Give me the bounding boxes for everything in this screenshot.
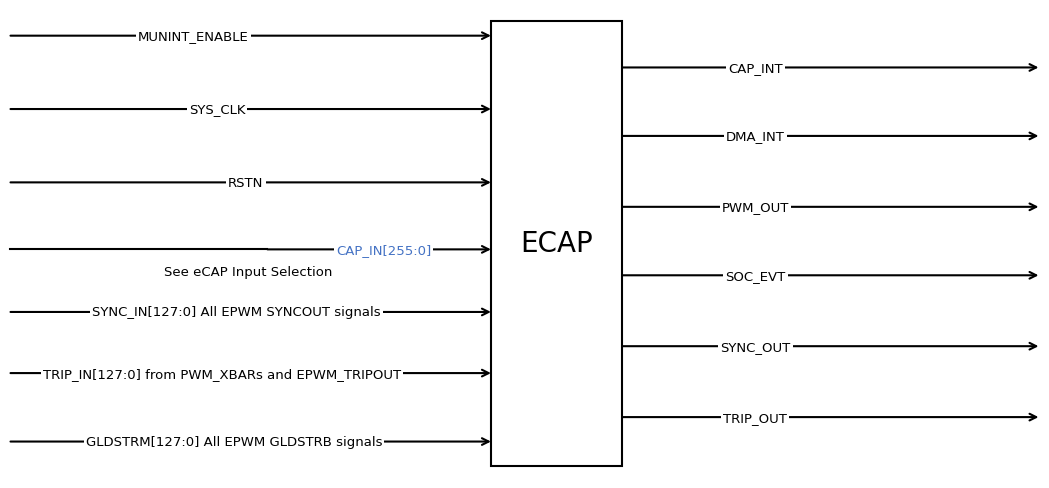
Text: PWM_OUT: PWM_OUT <box>722 201 789 214</box>
Text: ECAP: ECAP <box>520 230 593 258</box>
Text: RSTN: RSTN <box>229 177 263 189</box>
Text: SYNC_IN[127:0] All EPWM SYNCOUT signals: SYNC_IN[127:0] All EPWM SYNCOUT signals <box>92 306 381 319</box>
Text: CAP_INT: CAP_INT <box>728 62 783 75</box>
Text: GLDSTRM[127:0] All EPWM GLDSTRB signals: GLDSTRM[127:0] All EPWM GLDSTRB signals <box>86 435 382 448</box>
Text: DMA_INT: DMA_INT <box>726 130 785 143</box>
Text: SYNC_OUT: SYNC_OUT <box>721 340 791 353</box>
Text: CAP_IN[255:0]: CAP_IN[255:0] <box>336 244 431 256</box>
Text: MUNINT_ENABLE: MUNINT_ENABLE <box>137 30 249 43</box>
Text: SYS_CLK: SYS_CLK <box>189 103 245 116</box>
Text: See eCAP Input Selection: See eCAP Input Selection <box>164 265 333 278</box>
Bar <box>491 22 622 466</box>
Text: TRIP_OUT: TRIP_OUT <box>724 411 787 424</box>
Text: SOC_EVT: SOC_EVT <box>725 269 786 282</box>
Text: TRIP_IN[127:0] from PWM_XBARs and EPWM_TRIPOUT: TRIP_IN[127:0] from PWM_XBARs and EPWM_T… <box>43 367 401 380</box>
